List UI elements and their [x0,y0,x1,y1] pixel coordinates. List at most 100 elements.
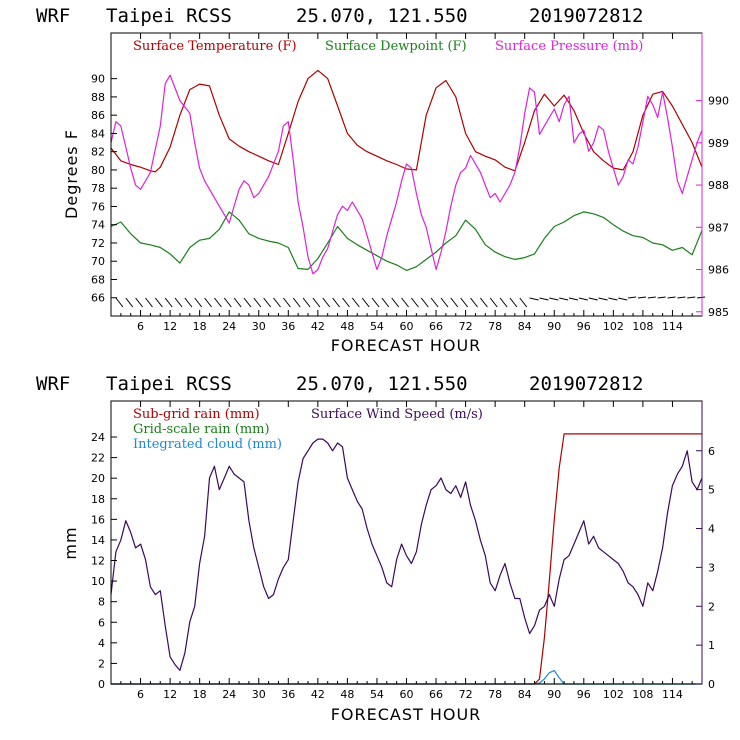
legend-dewpoint: Surface Dewpoint (F) [325,39,467,54]
panel1-y2-ticks: 985 986 987 988 989 990 [696,95,729,319]
wind-barb [618,297,628,301]
wind-barb [420,297,429,308]
wind-barb [351,297,360,308]
wind-barb [549,297,559,301]
y2-tick-label: 989 [708,137,729,150]
x-tick-label: 72 [459,688,473,701]
wind-barb [637,296,647,299]
x-tick-label: 90 [547,320,561,333]
wind-barb [381,297,390,308]
x-tick-label: 36 [281,688,295,701]
wind-barb [588,297,598,301]
wind-barb [489,297,498,308]
series-line-surface-pressure-mb [110,74,703,275]
y-tick-label: 24 [91,431,105,444]
wind-barb [578,297,588,301]
wind-barb [361,297,370,308]
wind-barb [253,297,262,308]
x-tick-label: 78 [488,688,502,701]
wind-barb [559,297,569,301]
legend-pressure: Surface Pressure (mb) [495,39,643,54]
wind-barb [697,296,706,299]
y-tick-label: 2 [98,657,105,670]
x-tick-label: 18 [193,320,207,333]
y2-tick-label: 1 [708,639,715,652]
legend-wind-speed: Surface Wind Speed (m/s) [311,407,483,422]
y-tick-label: 80 [91,164,105,177]
x-tick-label: 66 [429,320,443,333]
wind-barb [440,297,449,308]
x-tick-label: 90 [547,688,561,701]
y-tick-label: 86 [91,109,105,122]
y-tick-label: 76 [91,200,105,213]
y2-tick-label: 0 [708,678,715,691]
wind-barb [322,297,331,308]
panel1-legend: Surface Temperature (F) Surface Dewpoint… [133,39,643,54]
legend-subgrid-rain: Sub-grid rain (mm) [133,407,260,422]
wind-barb [135,297,144,308]
panel1-series-layer [110,69,703,275]
x-tick-label: 84 [518,688,532,701]
wind-barb [145,297,153,308]
panel2-coords: 25.070, 121.550 [296,373,468,395]
x-tick-label: 60 [400,320,414,333]
wind-barb [332,297,341,308]
wind-barb [312,297,321,308]
x-tick-label: 36 [281,320,295,333]
legend-integrated-cloud: Integrated cloud (mm) [133,437,282,452]
wind-barb [677,296,686,299]
wind-barb [174,297,183,308]
series-line-surface-temperature-f [110,69,703,173]
wind-barb [223,297,232,308]
panel2-init: 2019072812 [529,373,643,395]
series-line-surface-wind-speed-m-s [110,438,703,671]
x-tick-label: 60 [400,688,414,701]
y2-tick-label: 6 [708,445,715,458]
wind-barb [115,297,124,308]
wind-barb [282,297,291,308]
x-tick-label: 78 [488,320,502,333]
x-tick-label: 18 [193,688,207,701]
y-tick-label: 22 [91,452,105,465]
y2-tick-label: 986 [708,264,729,277]
wind-barb [292,297,301,308]
panel1-station: Taipei RCSS [106,5,232,27]
temperature-panel: WRF Taipei RCSS 25.070, 121.550 20190728… [36,5,729,355]
y-tick-label: 12 [91,555,105,568]
wind-barb [154,297,163,308]
x-tick-label: 54 [370,688,384,701]
y-tick-label: 68 [91,273,105,286]
wind-barb [233,297,242,308]
wind-barb [184,297,193,308]
y-tick-label: 0 [98,678,105,691]
wind-barb [430,297,439,308]
x-tick-label: 12 [163,320,177,333]
precip-wind-panel: WRF Taipei RCSS 25.070, 121.550 20190728… [36,373,715,724]
panel2-legend: Sub-grid rain (mm) Grid-scale rain (mm) … [133,407,483,452]
wind-barb [687,296,696,299]
wind-barb [499,297,508,308]
panel1-y-axis-label: Degrees F [62,129,81,219]
panel2-station: Taipei RCSS [106,373,232,395]
y2-tick-label: 990 [708,95,729,108]
wind-barb [391,297,400,308]
y-tick-label: 14 [91,534,105,547]
x-tick-label: 12 [163,688,177,701]
wind-barb [509,297,518,308]
y2-tick-label: 987 [708,221,729,234]
panel2-x-ticks: 6 12 18 24 30 36 42 48 54 60 66 72 78 84 90 96 102 108 114 [120,401,693,701]
wind-barb [479,297,488,308]
wind-barb [529,297,539,301]
panel2-x-axis-label: FORECAST HOUR [331,705,482,724]
x-tick-label: 30 [252,688,266,701]
x-tick-label: 24 [222,688,236,701]
y-tick-label: 6 [98,616,105,629]
y-tick-label: 66 [91,292,105,305]
x-tick-label: 6 [137,688,144,701]
series-line-sub-grid-rain-mm [111,433,702,685]
wind-barb [470,297,478,308]
y-tick-label: 74 [91,219,105,232]
